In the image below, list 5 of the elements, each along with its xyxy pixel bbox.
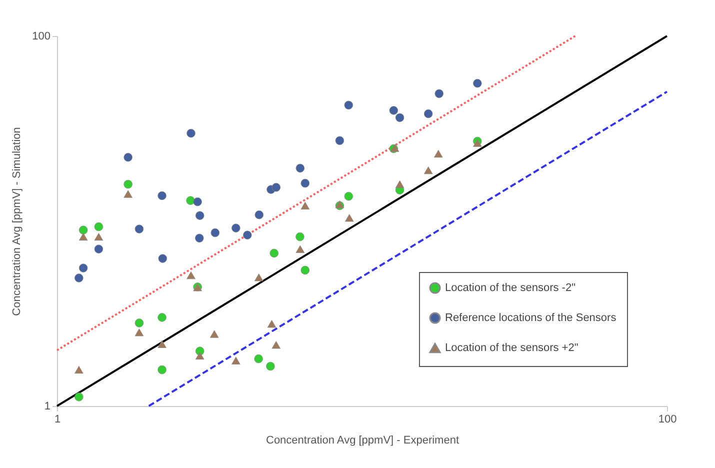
x-axis-title: Concentration Avg [ppmV] - Experiment [266, 434, 460, 446]
legend-label: Location of the sensors -2" [445, 282, 576, 294]
y-axis-title: Concentration Avg [ppmV] - Simulation [11, 127, 24, 316]
legend-label: Reference locations of the Sensors [445, 312, 617, 324]
legend-label: Location of the sensors +2" [445, 342, 578, 354]
